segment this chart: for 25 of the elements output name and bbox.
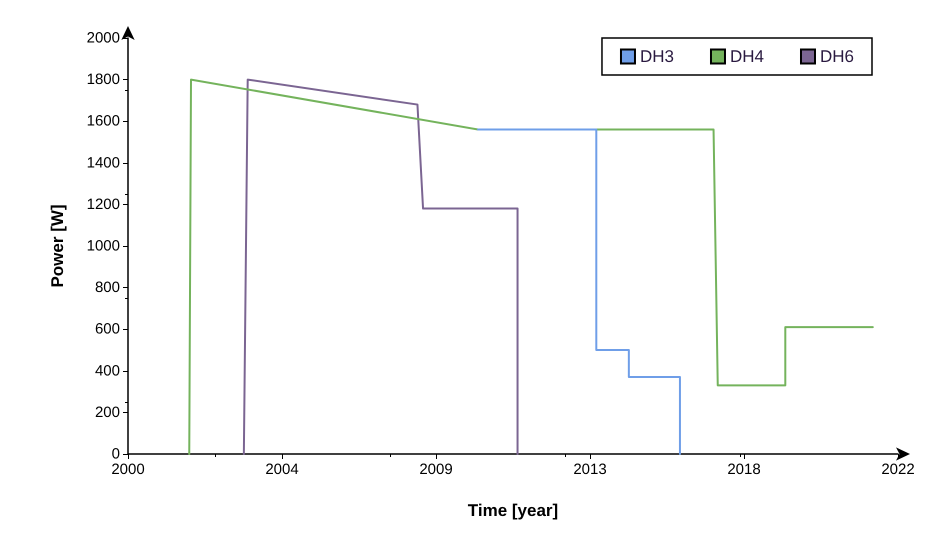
legend-label: DH6 [820,47,854,66]
y-tick-label: 200 [94,404,120,421]
x-tick-label: 2013 [573,461,607,478]
x-tick-label: 2004 [265,461,299,478]
line-series [477,128,681,455]
y-tick-label: 400 [94,362,120,380]
y-tick-label: 2000 [86,30,120,46]
x-axis-title: Time [year] [468,501,558,520]
x-tick-label: 2022 [881,461,915,478]
legend-label: DH3 [640,47,674,66]
y-tick-label: 800 [94,279,120,296]
y-tick-label: 1000 [86,238,120,254]
y-tick-label: 1400 [86,154,120,172]
legend-label: DH4 [730,47,764,66]
y-axis-title: Power [W] [48,204,67,288]
x-tick-label: 2009 [419,461,453,478]
y-tick-label: 1800 [86,71,120,88]
y-tick-label: 600 [94,320,120,338]
x-tick-label: 2000 [111,461,145,478]
y-tick-label: 1600 [86,112,120,130]
y-tick-label: 0 [112,446,120,462]
line-series [188,78,874,455]
line-series [242,78,519,455]
y-tick-label: 1200 [86,196,120,213]
x-tick-label: 2018 [727,461,761,478]
